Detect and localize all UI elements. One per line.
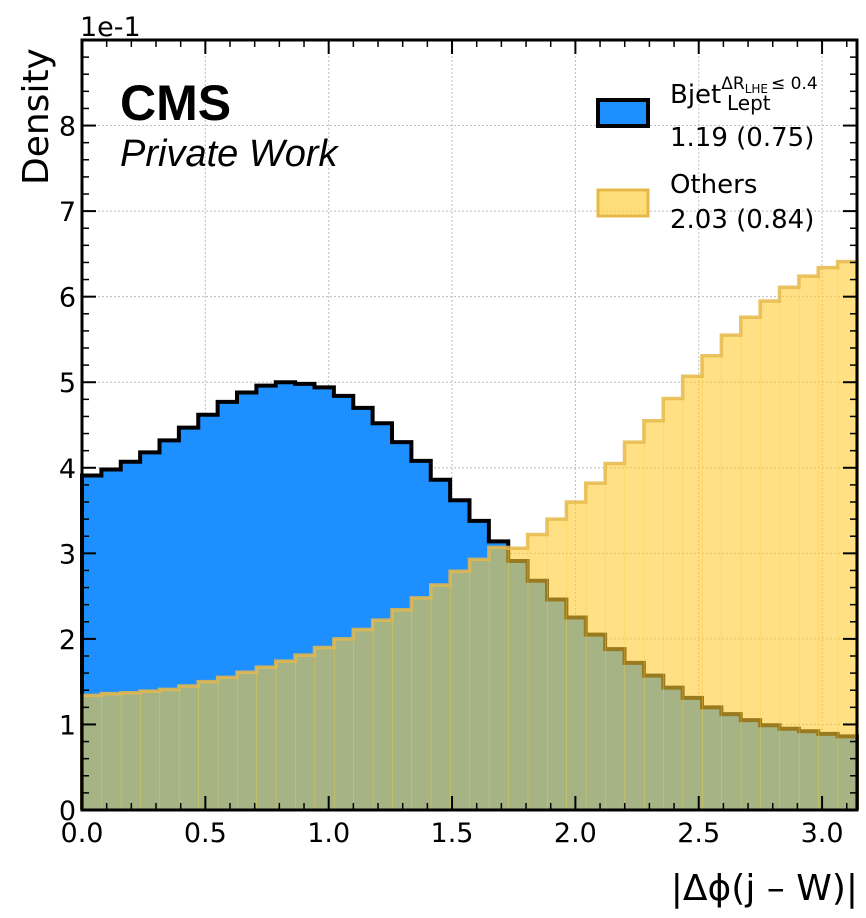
outline-others bbox=[80, 259, 859, 810]
legend-label-bjet: BjetΔRLHE ≤ 0.4 bbox=[670, 74, 818, 110]
bar-others bbox=[643, 420, 664, 810]
bar-others bbox=[779, 287, 800, 810]
x-tick-label: 3.0 bbox=[801, 818, 844, 849]
x-tick-label: 1.0 bbox=[307, 818, 350, 849]
y-tick-label: 1 bbox=[59, 710, 76, 741]
legend-stats-others: 2.03 (0.84) bbox=[670, 205, 814, 235]
x-tick-label: 2.5 bbox=[677, 818, 720, 849]
bar-others bbox=[760, 300, 781, 810]
bar-others bbox=[508, 548, 529, 810]
bar-others bbox=[372, 620, 393, 810]
y-tick-label: 3 bbox=[59, 539, 76, 570]
bar-others bbox=[217, 677, 238, 810]
series-others bbox=[80, 259, 859, 811]
y-tick-label: 2 bbox=[59, 625, 76, 656]
bar-others bbox=[411, 597, 432, 810]
histogram-series bbox=[80, 259, 859, 811]
bar-others bbox=[120, 692, 141, 810]
bar-others bbox=[605, 463, 626, 810]
bar-others bbox=[392, 609, 412, 810]
bar-others bbox=[682, 376, 703, 810]
y-tick-label: 0 bbox=[59, 796, 76, 827]
y-tick-label: 4 bbox=[59, 454, 76, 485]
bar-others bbox=[740, 317, 761, 810]
bar-others bbox=[721, 335, 742, 810]
bar-others bbox=[488, 547, 509, 810]
tick-labels: 0.0 0.5 1.0 1.5 2.0 2.5 3.0 0 1 2 3 4 5 6 7 8 bbox=[59, 112, 844, 849]
bar-others bbox=[353, 629, 374, 810]
legend: BjetΔRLHE ≤ 0.4 Lept 1.19 (0.75) Others 2… bbox=[596, 74, 818, 235]
bar-others bbox=[178, 685, 199, 810]
y-tick-label: 7 bbox=[59, 197, 76, 228]
legend-swatch-bjet bbox=[596, 98, 650, 128]
legend-bjet-sup-tail: ≤ 0.4 bbox=[771, 74, 818, 94]
bar-others bbox=[314, 647, 335, 810]
bar-others bbox=[566, 502, 587, 810]
bar-others bbox=[663, 398, 684, 810]
bar-others bbox=[198, 681, 219, 810]
y-tick-label: 8 bbox=[59, 112, 76, 143]
bar-others bbox=[469, 559, 490, 810]
plot-frame bbox=[80, 38, 859, 812]
x-axis-title: |Δϕ(j – W)| bbox=[671, 868, 858, 909]
bar-others bbox=[798, 276, 819, 811]
bar-others bbox=[430, 584, 451, 810]
legend-bjet-sup-sub: LHE bbox=[745, 82, 768, 96]
bar-others bbox=[585, 483, 606, 810]
y-tick-label: 5 bbox=[59, 368, 76, 399]
private-work-label: Private Work bbox=[120, 133, 339, 175]
bar-others bbox=[256, 667, 277, 810]
bar-others bbox=[527, 534, 548, 810]
bar-others bbox=[237, 672, 257, 810]
legend-bjet-sub: Lept bbox=[727, 91, 771, 115]
legend-swatch-others bbox=[596, 188, 650, 218]
legend-bjet-sup: ΔR bbox=[721, 74, 745, 94]
legend-stats-bjet: 1.19 (0.75) bbox=[670, 123, 814, 153]
y-axis-title: Density bbox=[16, 48, 57, 185]
y-scale-label: 1e-1 bbox=[80, 12, 141, 43]
legend-label-others: Others bbox=[670, 170, 757, 200]
x-tick-label: 0.5 bbox=[184, 818, 227, 849]
bar-others bbox=[140, 691, 161, 810]
bar-others bbox=[275, 661, 296, 810]
x-tick-label: 0.0 bbox=[61, 818, 104, 849]
bar-others bbox=[702, 355, 722, 810]
bar-others bbox=[450, 571, 471, 810]
bar-others bbox=[101, 693, 122, 810]
bar-others bbox=[333, 638, 354, 810]
x-tick-label: 1.5 bbox=[431, 818, 474, 849]
y-tick-label: 6 bbox=[59, 283, 76, 314]
bar-others bbox=[295, 655, 316, 810]
legend-bjet-main: Bjet bbox=[670, 80, 721, 110]
bar-others bbox=[624, 442, 645, 810]
bar-others bbox=[547, 519, 567, 810]
bar-others bbox=[159, 689, 180, 810]
cms-label: CMS bbox=[120, 75, 231, 131]
x-tick-label: 2.0 bbox=[554, 818, 597, 849]
bar-others bbox=[818, 267, 839, 811]
